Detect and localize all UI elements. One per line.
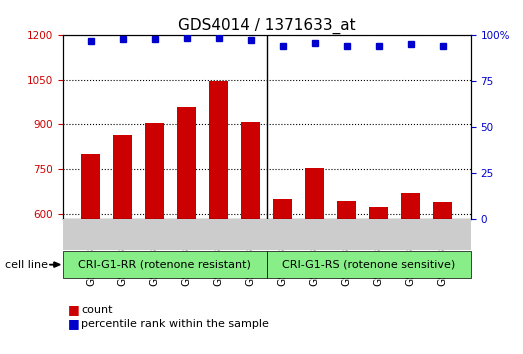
Text: ■: ■ [68,318,79,330]
Text: CRI-G1-RR (rotenone resistant): CRI-G1-RR (rotenone resistant) [78,259,251,270]
Text: cell line: cell line [5,259,48,270]
Bar [369,207,388,354]
Title: GDS4014 / 1371633_at: GDS4014 / 1371633_at [178,18,356,34]
Text: CRI-G1-RS (rotenone sensitive): CRI-G1-RS (rotenone sensitive) [282,259,456,270]
Bar [81,154,100,354]
Bar [401,193,420,354]
Bar [209,80,229,354]
Text: ■: ■ [68,303,79,316]
Bar [177,107,197,354]
Bar [241,121,260,354]
Bar [433,202,452,354]
Bar [305,169,324,354]
Text: percentile rank within the sample: percentile rank within the sample [81,319,269,329]
Bar [113,135,132,354]
Text: count: count [81,305,112,315]
Bar [145,123,164,354]
Bar [273,199,292,354]
Bar [337,201,356,354]
